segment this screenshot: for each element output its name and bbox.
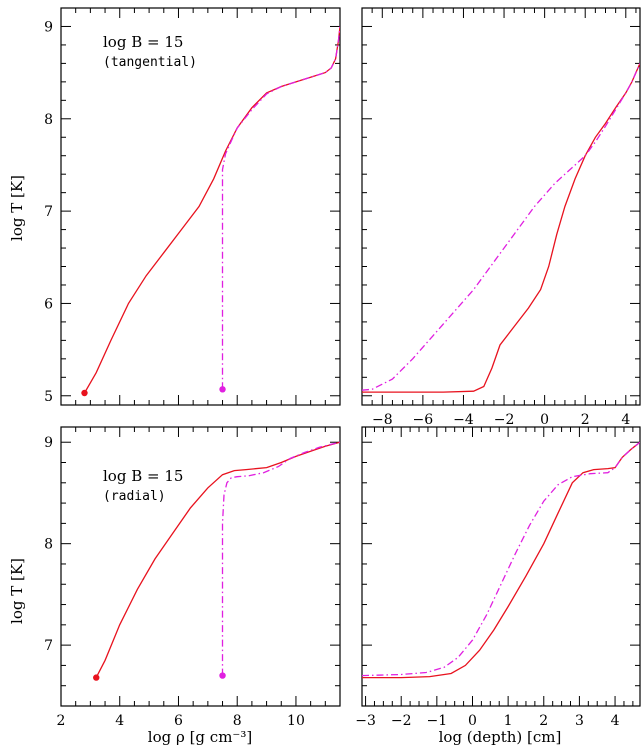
annotation-field-top: log B = 15 <box>103 33 183 51</box>
x-tick-label: 3 <box>575 713 584 729</box>
x-tick-label: −1 <box>427 713 448 729</box>
x-tick-label: 0 <box>468 713 477 729</box>
x-tick-label: −2 <box>391 713 412 729</box>
annotation-field-bottom: log B = 15 <box>103 467 183 485</box>
x-tick-label: 2 <box>581 412 590 428</box>
series-line-solid <box>83 26 340 394</box>
y-tick-label: 7 <box>44 204 53 220</box>
surface-marker-solid <box>81 389 88 397</box>
annotation-geometry-top: (tangential) <box>103 55 197 70</box>
surface-marker-dashdot <box>219 386 226 393</box>
surface-marker-dashdot <box>219 672 226 679</box>
series-line-dashdot <box>221 441 340 676</box>
plot-frame <box>60 7 341 406</box>
y-tick-label: 6 <box>44 296 53 312</box>
series-line-solid <box>95 441 340 678</box>
annotation-geometry-bottom: (radial) <box>103 489 166 504</box>
plot-frame <box>60 426 341 707</box>
series-line-solid <box>362 63 640 393</box>
ylabel-bottom: log T [K] <box>8 558 26 624</box>
series-line-dashdot <box>362 441 640 677</box>
x-tick-label: 2 <box>539 713 548 729</box>
plot-frame <box>361 7 641 406</box>
x-tick-label: −4 <box>453 412 474 428</box>
x-tick-label: 2 <box>57 713 66 729</box>
panel-top-right: −8 −6 −4 −2 0 2 4 <box>361 7 641 428</box>
x-tick-label: 1 <box>504 713 513 729</box>
x-tick-label: 4 <box>611 713 620 729</box>
x-tick-label: 8 <box>233 713 242 729</box>
x-tick-label: 4 <box>115 713 124 729</box>
x-tick-label: 0 <box>540 412 549 428</box>
xlabel-bottom-right: log (depth) [cm] <box>439 728 562 746</box>
y-tick-label: 8 <box>44 112 53 128</box>
panel-bottom-right: −3 −2 −1 0 1 2 3 4 <box>355 426 641 729</box>
plot-frame <box>361 426 641 707</box>
x-tick-label: −3 <box>355 713 376 729</box>
xlabel-bottom-left: log ρ [g cm⁻³] <box>148 728 252 746</box>
panel-top-left: 5 6 7 8 9 <box>44 7 341 406</box>
y-tick-label: 7 <box>44 638 53 654</box>
series-line-dashdot <box>221 26 340 390</box>
x-tick-label: −2 <box>494 412 515 428</box>
series-line-solid <box>362 441 640 679</box>
y-tick-label: 5 <box>44 389 53 405</box>
x-tick-label: −8 <box>372 412 393 428</box>
y-tick-label: 9 <box>44 435 53 451</box>
ylabel-top: log T [K] <box>8 175 26 241</box>
y-tick-label: 8 <box>44 537 53 553</box>
x-tick-label: 10 <box>287 713 305 729</box>
surface-marker-solid <box>93 674 100 681</box>
panel-bottom-left: 2 4 6 8 10 7 8 9 <box>44 426 341 729</box>
x-tick-label: 4 <box>621 412 630 428</box>
x-tick-label: −6 <box>413 412 434 428</box>
series-line-dashdot <box>362 63 640 391</box>
x-tick-label: 6 <box>174 713 183 729</box>
y-tick-label: 9 <box>44 19 53 35</box>
